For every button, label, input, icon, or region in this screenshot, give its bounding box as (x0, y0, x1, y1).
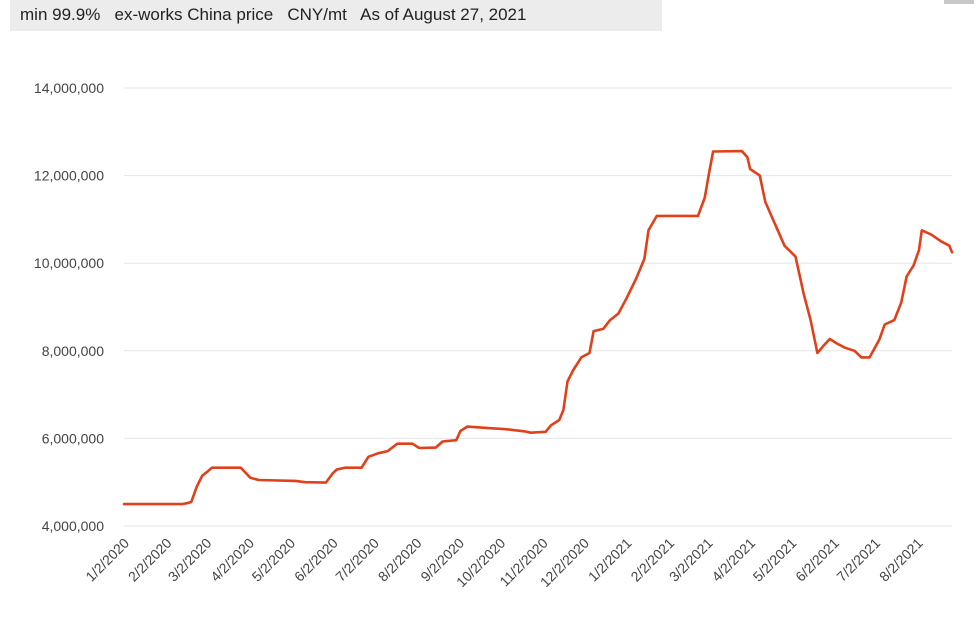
x-axis-tick-labels: 1/2/20202/2/20203/2/20204/2/20205/2/2020… (82, 535, 926, 591)
x-tick-label: 8/2/2020 (375, 535, 425, 585)
chart-subtitle: min 99.9% ex-works China price CNY/mt As… (10, 0, 662, 31)
x-tick-label: 5/2/2020 (248, 535, 298, 585)
corner-logo-mark (944, 0, 974, 4)
y-axis-tick-labels: 4,000,000 6,000,000 8,000,000 10,000,000 12,… (34, 80, 104, 534)
x-tick-label: 3/2/2020 (165, 535, 215, 585)
x-tick-label: 4/2/2020 (207, 535, 257, 585)
y-tick-label: 12,000,000 (34, 168, 104, 184)
x-tick-label: 7/2/2021 (833, 535, 883, 585)
x-tick-label: 8/2/2021 (876, 535, 926, 585)
y-tick-label: 10,000,000 (34, 255, 104, 271)
x-tick-label: 4/2/2021 (708, 535, 758, 585)
x-tick-label: 6/2/2021 (792, 535, 842, 585)
x-tick-label: 7/2/2020 (332, 535, 382, 585)
price-series-line (122, 149, 954, 506)
y-tick-label: 14,000,000 (34, 80, 104, 96)
y-tick-label: 8,000,000 (42, 343, 104, 359)
x-tick-label: 1/2/2021 (585, 535, 635, 585)
x-tick-label: 5/2/2021 (750, 535, 800, 585)
y-tick-label: 4,000,000 (42, 518, 104, 534)
y-tick-label: 6,000,000 (42, 430, 104, 446)
x-tick-label: 1/2/2020 (82, 535, 132, 585)
series-layer (122, 149, 954, 506)
x-tick-label: 6/2/2020 (291, 535, 341, 585)
x-tick-label: 3/2/2021 (666, 535, 716, 585)
gridlines (124, 87, 952, 527)
